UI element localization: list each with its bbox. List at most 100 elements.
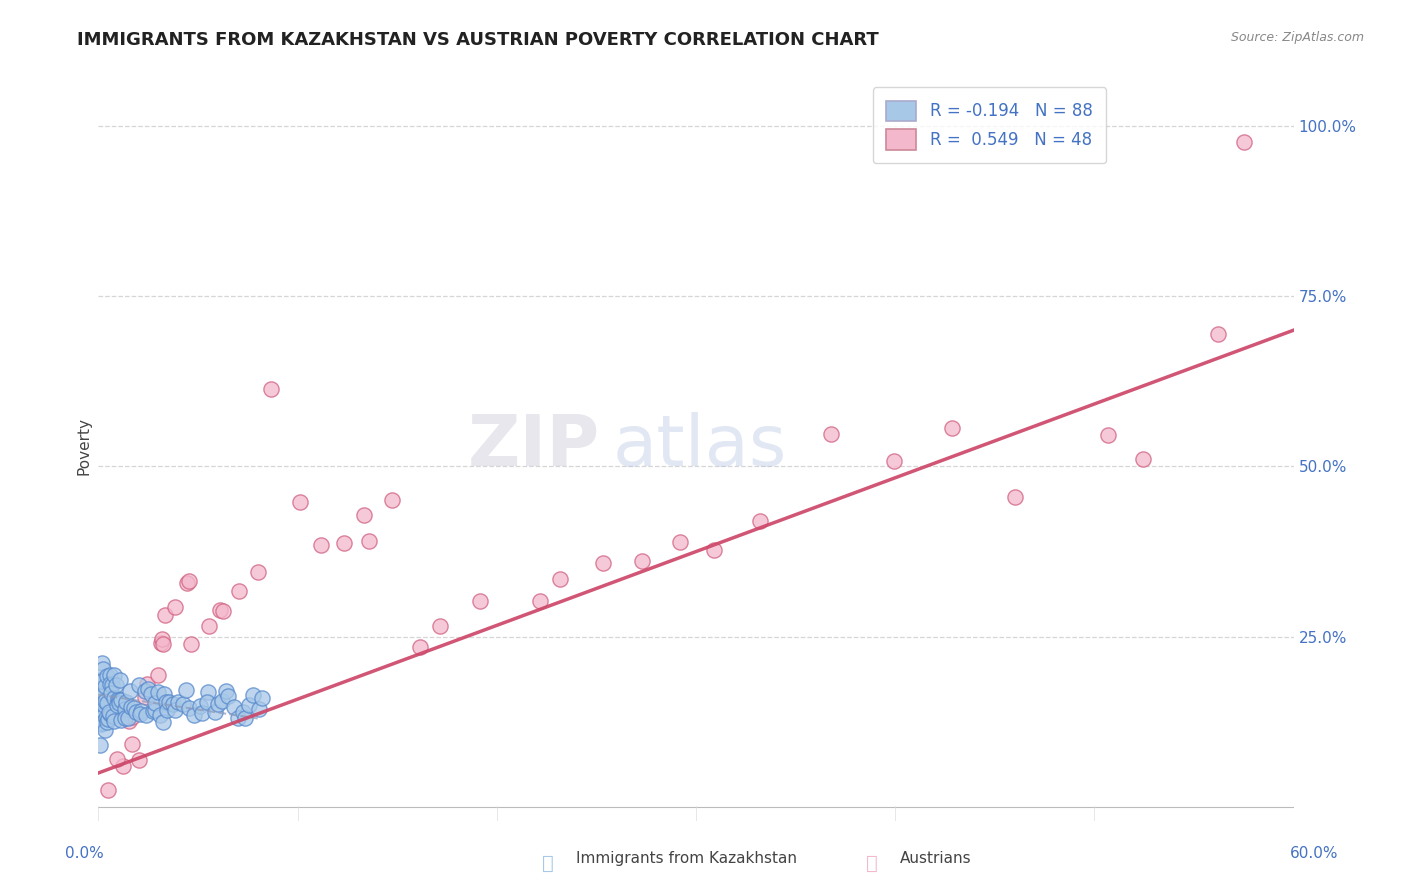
Point [129,707,152,722]
Point [91,694,114,708]
Point [101,709,124,723]
Point [179,700,201,714]
Point [90,656,112,670]
Point [409,640,432,654]
Text: IMMIGRANTS FROM KAZAKHSTAN VS AUSTRIAN POVERTY CORRELATION CHART: IMMIGRANTS FROM KAZAKHSTAN VS AUSTRIAN P… [77,31,879,49]
Point [105,678,128,692]
Point [97,782,120,797]
Point [631,554,654,568]
Point [703,542,725,557]
Text: ⬜: ⬜ [543,854,554,873]
Point [96,669,118,683]
Point [105,698,128,713]
Point [172,697,194,711]
Point [89,738,111,752]
Point [548,572,571,586]
Point [122,700,145,714]
Point [592,557,614,571]
Text: Immigrants from Kazakhstan: Immigrants from Kazakhstan [576,852,797,866]
Point [94,711,117,725]
Text: 60.0%: 60.0% [1291,847,1339,861]
Point [228,584,250,599]
Text: 0.0%: 0.0% [65,847,104,861]
Point [143,703,166,717]
Point [250,691,273,706]
Point [155,695,177,709]
Point [226,711,249,725]
Text: ⬜: ⬜ [866,854,877,873]
Point [98,668,121,682]
Point [134,690,156,704]
Point [108,696,131,710]
Point [150,635,173,649]
Point [180,637,202,651]
Point [91,715,114,730]
Point [148,668,170,682]
Point [152,687,174,701]
Point [215,684,238,698]
Point [108,693,131,707]
Point [198,619,221,633]
Point [381,493,404,508]
Point [353,508,375,522]
Point [110,713,132,727]
Point [209,603,232,617]
Point [247,565,270,579]
Point [238,698,260,713]
Point [207,697,229,711]
Point [157,695,180,709]
Point [191,706,214,720]
Point [115,695,138,709]
Point [103,714,125,729]
Point [121,709,143,723]
Point [167,695,190,709]
Point [165,703,187,717]
Point [179,574,201,588]
Point [183,707,205,722]
Point [114,702,136,716]
Point [1233,136,1256,150]
Point [97,705,120,719]
Point [90,717,112,731]
Point [357,533,380,548]
Point [883,454,905,468]
Point [105,752,128,766]
Point [156,703,179,717]
Point [468,594,491,608]
Point [128,678,150,692]
Point [217,689,239,703]
Point [233,711,256,725]
Point [94,679,117,693]
Text: atlas: atlas [613,411,787,481]
Point [165,600,187,615]
Point [1206,326,1229,341]
Legend: R = -0.194   N = 88, R =  0.549   N = 48: R = -0.194 N = 88, R = 0.549 N = 48 [873,87,1107,163]
Point [114,711,136,725]
Point [97,712,120,726]
Point [98,677,121,691]
Point [139,687,162,701]
Point [103,691,125,706]
Point [136,682,159,697]
Y-axis label: Poverty: Poverty [76,417,91,475]
Point [93,698,115,712]
Point [749,514,772,528]
Point [941,421,963,435]
Point [150,632,173,647]
Point [188,699,211,714]
Point [120,699,142,714]
Point [333,536,356,550]
Point [288,495,311,509]
Point [91,690,114,704]
Point [152,637,174,651]
Point [162,697,184,711]
Point [125,706,148,720]
Point [110,693,132,707]
Point [90,702,112,716]
Point [93,694,115,708]
Point [669,534,692,549]
Point [134,684,156,698]
Point [195,695,218,709]
Text: Austrians: Austrians [900,852,972,866]
Point [107,691,129,706]
